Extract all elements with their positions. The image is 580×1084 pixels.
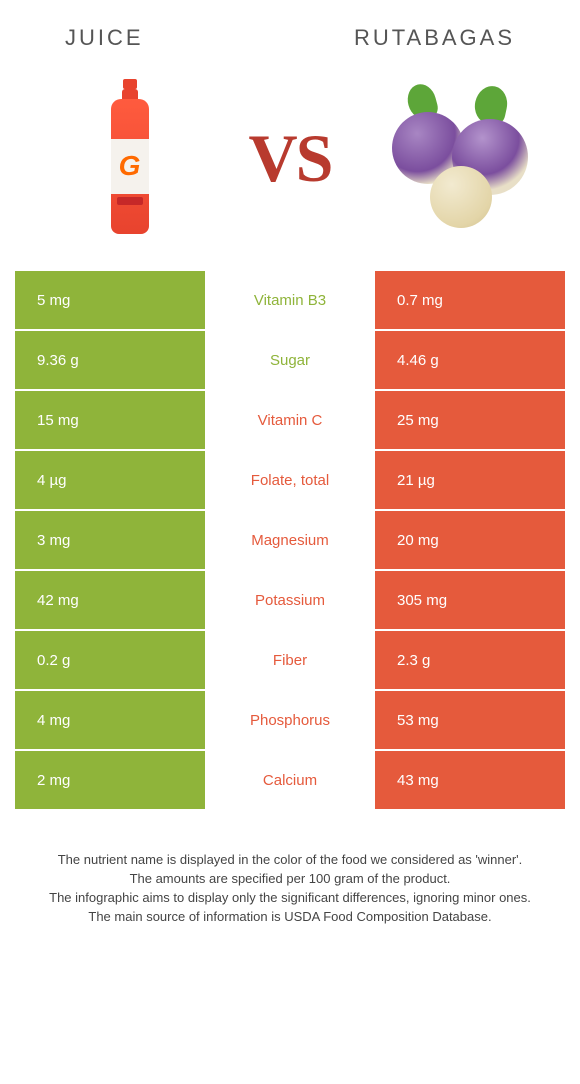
- left-value: 3 mg: [15, 511, 205, 569]
- nutrient-row: 4 µgFolate, total21 µg: [15, 451, 565, 511]
- nutrient-label: Vitamin B3: [205, 271, 375, 329]
- nutrient-row: 15 mgVitamin C25 mg: [15, 391, 565, 451]
- nutrient-label: Phosphorus: [205, 691, 375, 749]
- nutrient-label: Calcium: [205, 751, 375, 809]
- juice-image: G: [60, 76, 200, 241]
- footer-line: The infographic aims to display only the…: [25, 889, 555, 908]
- vs-label: VS: [249, 119, 332, 198]
- right-food-title: RUTABAGAS: [354, 25, 515, 51]
- left-value: 2 mg: [15, 751, 205, 809]
- nutrient-row: 5 mgVitamin B30.7 mg: [15, 271, 565, 331]
- header-titles: JUICE RUTABAGAS: [15, 25, 565, 51]
- nutrient-label: Sugar: [205, 331, 375, 389]
- nutrient-label: Fiber: [205, 631, 375, 689]
- nutrient-row: 0.2 gFiber2.3 g: [15, 631, 565, 691]
- left-value: 0.2 g: [15, 631, 205, 689]
- right-value: 53 mg: [375, 691, 565, 749]
- footer-line: The main source of information is USDA F…: [25, 908, 555, 927]
- right-value: 4.46 g: [375, 331, 565, 389]
- nutrient-row: 2 mgCalcium43 mg: [15, 751, 565, 811]
- left-value: 4 mg: [15, 691, 205, 749]
- nutrient-row: 42 mgPotassium305 mg: [15, 571, 565, 631]
- nutrient-row: 9.36 gSugar4.46 g: [15, 331, 565, 391]
- right-value: 20 mg: [375, 511, 565, 569]
- left-value: 4 µg: [15, 451, 205, 509]
- right-value: 2.3 g: [375, 631, 565, 689]
- footer-notes: The nutrient name is displayed in the co…: [15, 851, 565, 926]
- right-value: 25 mg: [375, 391, 565, 449]
- left-value: 15 mg: [15, 391, 205, 449]
- footer-line: The nutrient name is displayed in the co…: [25, 851, 555, 870]
- comparison-images: G VS: [15, 76, 565, 241]
- footer-line: The amounts are specified per 100 gram o…: [25, 870, 555, 889]
- nutrient-label: Potassium: [205, 571, 375, 629]
- right-value: 305 mg: [375, 571, 565, 629]
- left-value: 42 mg: [15, 571, 205, 629]
- nutrient-table: 5 mgVitamin B30.7 mg9.36 gSugar4.46 g15 …: [15, 271, 565, 811]
- left-value: 5 mg: [15, 271, 205, 329]
- nutrient-label: Magnesium: [205, 511, 375, 569]
- nutrient-label: Folate, total: [205, 451, 375, 509]
- right-value: 21 µg: [375, 451, 565, 509]
- nutrient-label: Vitamin C: [205, 391, 375, 449]
- right-value: 43 mg: [375, 751, 565, 809]
- left-food-title: JUICE: [65, 25, 144, 51]
- nutrient-row: 4 mgPhosphorus53 mg: [15, 691, 565, 751]
- right-value: 0.7 mg: [375, 271, 565, 329]
- nutrient-row: 3 mgMagnesium20 mg: [15, 511, 565, 571]
- rutabagas-image: [380, 76, 520, 241]
- left-value: 9.36 g: [15, 331, 205, 389]
